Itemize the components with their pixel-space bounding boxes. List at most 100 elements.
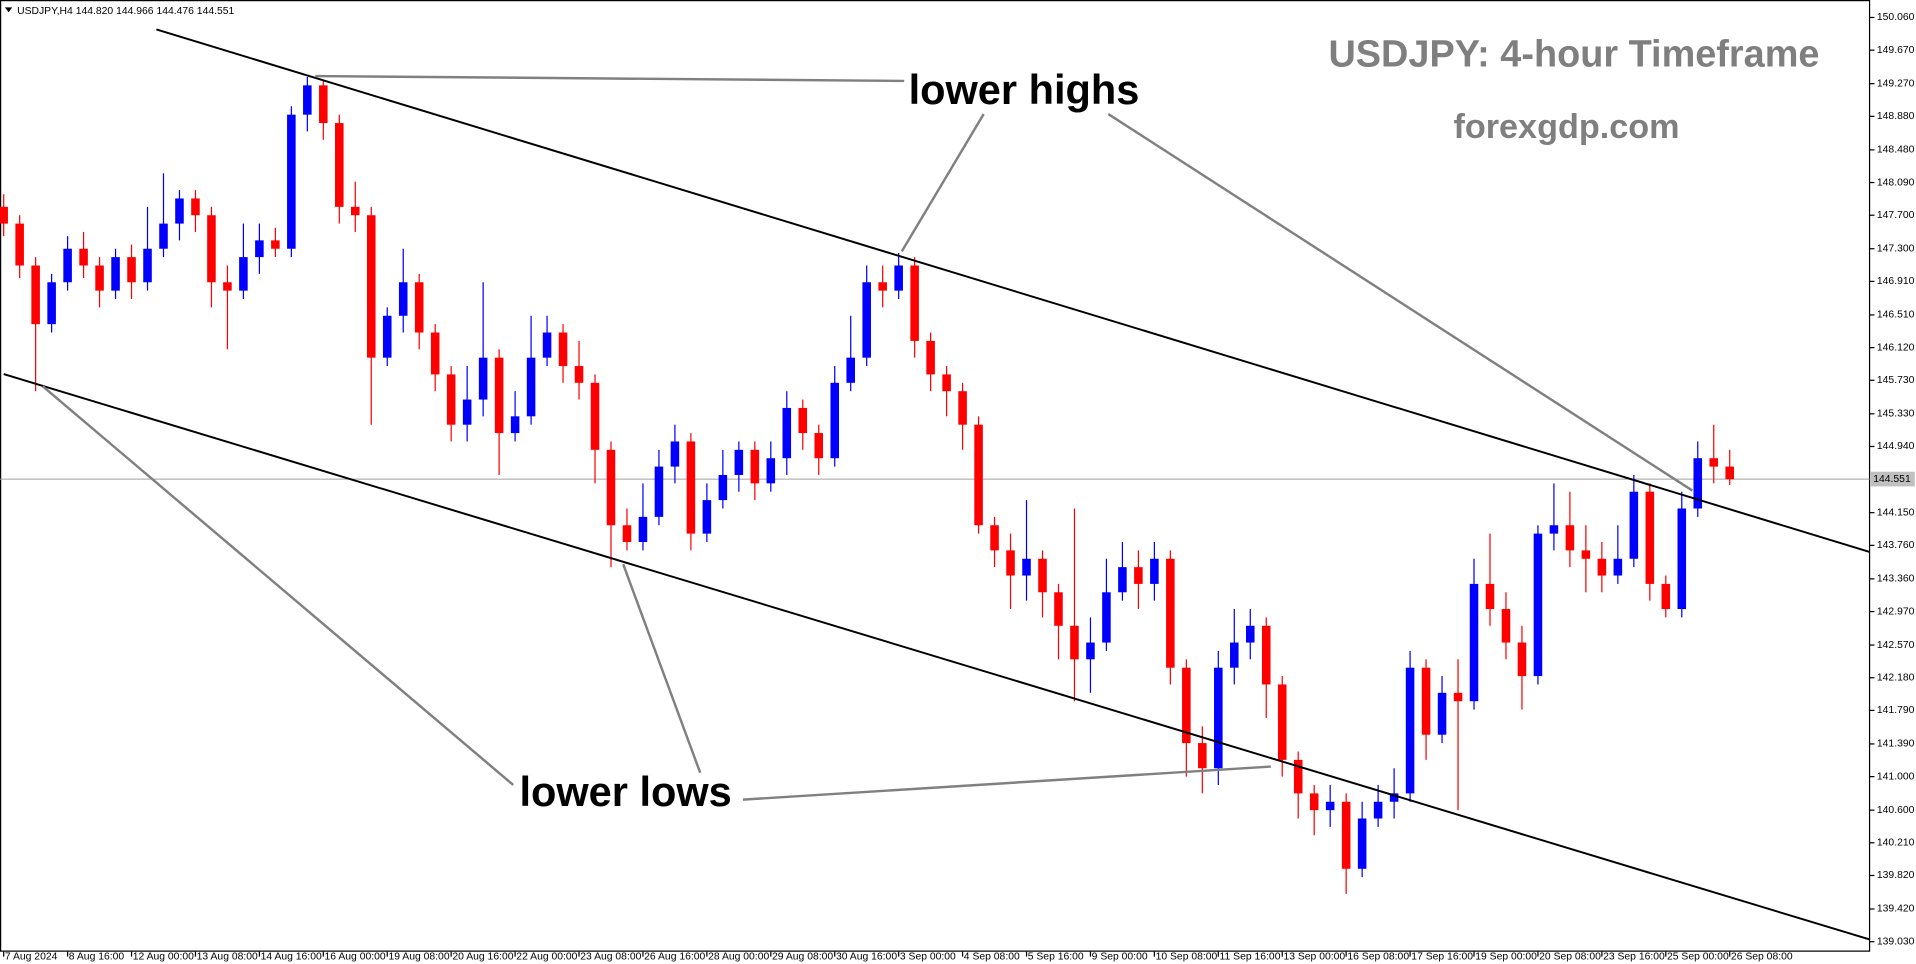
pointer-line (900, 113, 985, 253)
candle-body (894, 265, 903, 291)
candle-body (303, 85, 312, 115)
candle-body (1581, 550, 1591, 559)
x-tick-label: 13 Sep 00:00 (1283, 951, 1345, 962)
y-tick-label: 142.570 (1877, 640, 1915, 651)
candle-body (1357, 818, 1367, 869)
x-tick-label: 10 Sep 08:00 (1156, 951, 1218, 962)
candle-body (1485, 583, 1495, 610)
candle-body (1709, 458, 1719, 467)
candle-body (1006, 550, 1015, 576)
y-tick-label: 142.180 (1877, 672, 1915, 683)
candle-body (862, 282, 871, 358)
candle-body (494, 357, 504, 434)
y-tick-label: 139.820 (1877, 870, 1915, 881)
x-tick-label: 28 Aug 00:00 (708, 951, 769, 962)
candle-body (686, 441, 696, 534)
x-tick-label: 5 Sep 16:00 (1028, 951, 1084, 962)
candle-body (1565, 525, 1575, 551)
candle-body (1325, 801, 1335, 811)
symbol-info: USDJPY,H4 144.820 144.966 144.476 144.55… (17, 6, 234, 17)
chart-title: USDJPY: 4-hour Timeframe (1328, 33, 1819, 75)
candle-body (542, 332, 552, 358)
x-tick-label: 20 Aug 16:00 (452, 951, 513, 962)
candle-body (846, 357, 855, 383)
candle-body (287, 114, 296, 249)
candle-body (1245, 625, 1255, 643)
candle-body (670, 441, 680, 467)
x-tick-label: 19 Aug 08:00 (388, 951, 449, 962)
last-price-label: 144.551 (1873, 474, 1911, 485)
x-tick-label: 8 Aug 16:00 (69, 951, 125, 962)
candle-body (1134, 567, 1143, 584)
candle-body (926, 340, 935, 375)
y-tick-label: 145.330 (1877, 409, 1915, 420)
candle-body (1453, 692, 1463, 702)
candle-body (1086, 642, 1095, 660)
annotation: lower highs (909, 66, 1140, 113)
candle-body (47, 282, 56, 325)
x-tick-label: 22 Aug 00:00 (516, 951, 577, 962)
candle-body (1645, 491, 1655, 584)
pointer-line (742, 765, 1271, 801)
candle-body (1309, 793, 1319, 811)
y-tick-label: 143.360 (1877, 574, 1915, 585)
candle-body (590, 382, 600, 450)
candle-body (351, 206, 360, 216)
candle-body (1405, 667, 1415, 794)
candle-body (1261, 625, 1271, 685)
pointer-line (622, 563, 702, 774)
x-tick-label: 16 Sep 08:00 (1347, 951, 1409, 962)
y-tick-label: 139.030 (1877, 936, 1915, 947)
x-tick-label: 29 Aug 08:00 (772, 951, 833, 962)
y-tick-label: 150.060 (1877, 12, 1915, 23)
candle-body (1341, 801, 1351, 869)
y-tick-label: 149.270 (1877, 78, 1915, 89)
x-tick-label: 14 Aug 16:00 (261, 951, 322, 962)
pointer-line (315, 74, 905, 83)
y-tick-label: 146.910 (1877, 276, 1915, 287)
candle-body (718, 474, 728, 501)
candle-body (1725, 466, 1735, 480)
candle-body (143, 248, 152, 283)
candle-body (654, 466, 664, 517)
candle-body (1437, 692, 1447, 735)
x-tick-label: 26 Aug 16:00 (644, 951, 705, 962)
candle-body (510, 416, 520, 434)
annotation: lower lows (519, 768, 731, 815)
symbol-menu-icon[interactable] (4, 7, 13, 13)
candle-body (1501, 609, 1511, 643)
y-tick-label: 141.390 (1877, 739, 1915, 750)
y-tick-label: 148.480 (1877, 145, 1915, 156)
x-tick-label: 23 Aug 08:00 (580, 951, 641, 962)
x-tick-label: 26 Sep 08:00 (1731, 951, 1793, 962)
x-tick-label: 7 Aug 2024 (5, 951, 58, 962)
candle-body (239, 257, 248, 291)
pointer-line (1107, 113, 1694, 492)
candle-body (1038, 558, 1047, 593)
candle-body (622, 525, 632, 543)
y-tick-label: 140.210 (1877, 838, 1915, 849)
candle-body (15, 223, 24, 266)
candle-body (1677, 508, 1687, 610)
candle-body (974, 424, 983, 526)
candle-body (366, 215, 376, 358)
candle-body (1277, 684, 1287, 760)
annotation-pointers (41, 74, 1694, 801)
candle-body (558, 332, 568, 367)
candle-body (127, 257, 136, 283)
candle-body (526, 357, 536, 417)
candle-body (878, 282, 887, 291)
candle-body (223, 282, 232, 291)
marks (0, 76, 1870, 894)
y-tick-label: 147.300 (1877, 243, 1915, 254)
candle-body (910, 265, 919, 341)
upper-channel-line (156, 28, 1870, 553)
x-tick-label: 13 Aug 08:00 (197, 951, 258, 962)
candle-body (159, 223, 168, 249)
candle-body (414, 282, 424, 333)
candle-body (1166, 558, 1175, 668)
last-price-box (1870, 471, 1915, 487)
y-tick-label: 143.760 (1877, 540, 1915, 551)
candle-body (255, 240, 264, 258)
